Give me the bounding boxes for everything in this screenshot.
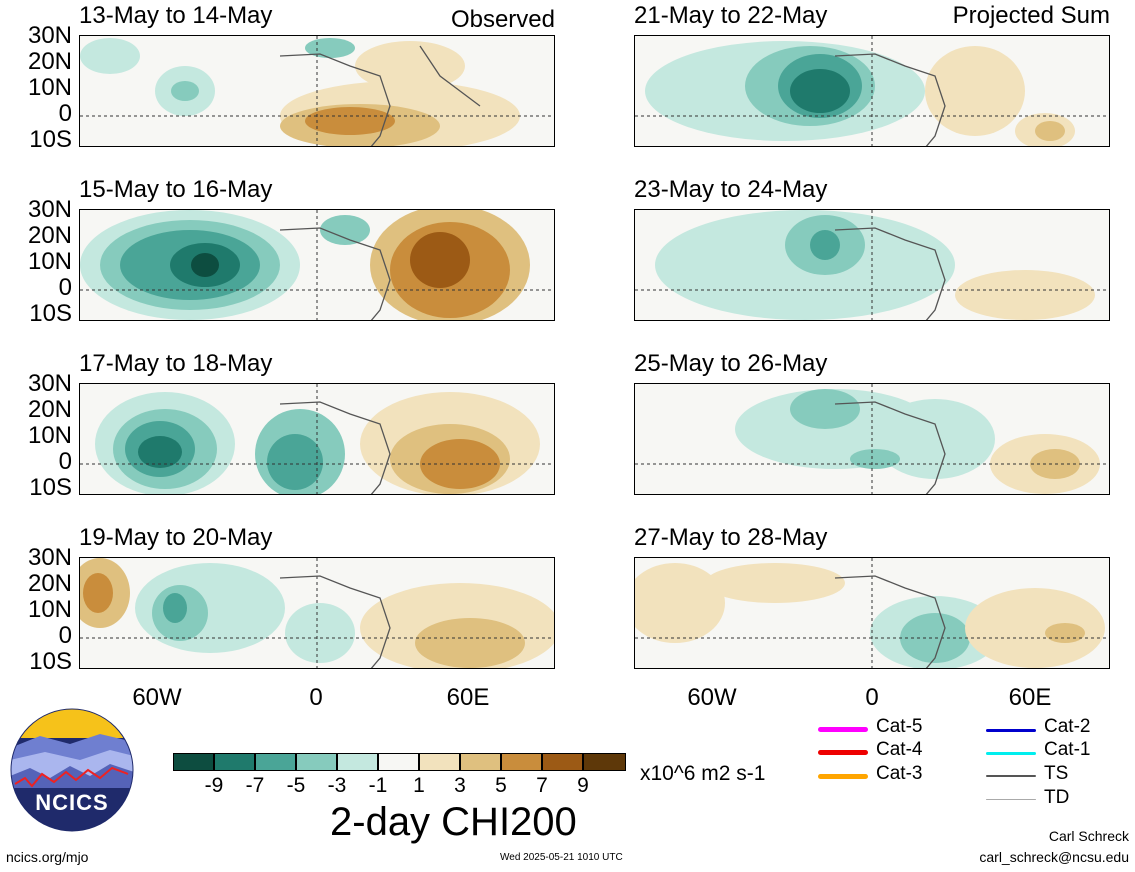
lat-label: 10S <box>29 474 72 501</box>
colorbar-tick: -5 <box>286 774 306 797</box>
colorbar-swatch <box>173 753 214 771</box>
lat-label: 30N <box>27 370 72 397</box>
colorbar-tick: -7 <box>245 774 265 797</box>
lat-label: 0 <box>58 622 72 649</box>
colorbar-units: x10^6 m2 s-1 <box>640 762 766 785</box>
colorbar-swatch <box>460 753 501 771</box>
ts-line <box>986 775 1036 777</box>
map-frame <box>634 383 1110 495</box>
map-frame <box>79 383 555 495</box>
colorbar-swatch <box>214 753 255 771</box>
colorbar-tick: -1 <box>368 774 388 797</box>
colorbar-tick: 9 <box>577 774 589 797</box>
lat-label: 10S <box>29 126 72 153</box>
map-panel-2: 15-May to 16-May <box>79 178 555 321</box>
ncics-logo: NCICS <box>10 708 134 832</box>
colorbar-swatch <box>296 753 337 771</box>
map-frame <box>79 35 555 147</box>
legend-label: Cat-3 <box>876 763 923 784</box>
panel-title: 17-May to 18-May <box>79 350 273 377</box>
panel-title: 27-May to 28-May <box>634 524 828 551</box>
lat-label: 20N <box>27 396 72 423</box>
colorbar-title: 2-day CHI200 <box>330 800 577 844</box>
colorbar-swatch <box>583 753 626 771</box>
colorbar-swatch <box>419 753 460 771</box>
map-panel-3: 17-May to 18-May <box>79 352 555 495</box>
lat-label: 10S <box>29 648 72 675</box>
lon-label: 0 <box>309 684 323 711</box>
map-panel-6: 23-May to 24-May <box>634 178 1110 321</box>
lat-label: 0 <box>58 100 72 127</box>
panel-title: 23-May to 24-May <box>634 176 828 203</box>
lat-label: 0 <box>58 274 72 301</box>
cat3-line <box>818 774 868 779</box>
legend-label: Cat-1 <box>1044 739 1091 760</box>
colorbar-tick: 3 <box>454 774 466 797</box>
cat5-line <box>818 727 868 732</box>
map-panel-7: 25-May to 26-May <box>634 352 1110 495</box>
lat-label: 10N <box>27 596 72 623</box>
lon-label: 60E <box>446 684 490 711</box>
map-frame <box>634 209 1110 321</box>
lat-label: 10N <box>27 74 72 101</box>
map-frame <box>79 557 555 669</box>
td-line <box>986 799 1036 800</box>
colorbar-tick: -3 <box>327 774 347 797</box>
map-frame <box>634 35 1110 147</box>
panel-title: 13-May to 14-May <box>79 2 273 29</box>
lat-label: 10S <box>29 300 72 327</box>
colorbar-tick: -9 <box>204 774 224 797</box>
panel-title: 15-May to 16-May <box>79 176 273 203</box>
lat-label: 10N <box>27 422 72 449</box>
footer-email: carl_schreck@ncsu.edu <box>979 849 1129 865</box>
footer-timestamp: Wed 2025-05-21 1010 UTC <box>500 852 623 863</box>
lat-label: 20N <box>27 570 72 597</box>
colorbar-tick: 1 <box>413 774 425 797</box>
cat4-line <box>818 750 868 755</box>
lon-label: 60W <box>687 684 737 711</box>
colorbar-swatch <box>337 753 378 771</box>
footer-website: ncics.org/mjo <box>6 849 89 865</box>
panel-label: Observed <box>450 6 555 33</box>
lat-label: 30N <box>27 196 72 223</box>
lat-label: 10N <box>27 248 72 275</box>
colorbar-tick: 7 <box>536 774 548 797</box>
lat-label: 30N <box>27 22 72 49</box>
map-panel-1: 13-May to 14-May Observed <box>79 4 555 147</box>
lat-label: 0 <box>58 448 72 475</box>
lat-label: 30N <box>27 544 72 571</box>
footer-author: Carl Schreck <box>1048 828 1129 844</box>
map-panel-8: 27-May to 28-May <box>634 526 1110 669</box>
map-panel-4: 19-May to 20-May <box>79 526 555 669</box>
lat-label: 20N <box>27 222 72 249</box>
colorbar-swatch <box>501 753 542 771</box>
legend-label: Cat-4 <box>876 739 923 760</box>
panel-title: 21-May to 22-May <box>634 2 828 29</box>
colorbar-swatch <box>378 753 419 771</box>
lon-label: 0 <box>865 684 879 711</box>
legend-label: Cat-2 <box>1044 716 1091 737</box>
map-frame <box>634 557 1110 669</box>
lon-label: 60E <box>1008 684 1052 711</box>
panel-label: Projected Sum <box>952 2 1110 29</box>
panel-title: 25-May to 26-May <box>634 350 828 377</box>
colorbar-tick: 5 <box>495 774 507 797</box>
legend-label: TD <box>1044 787 1070 808</box>
panel-title: 19-May to 20-May <box>79 524 273 551</box>
legend-label: Cat-5 <box>876 716 923 737</box>
colorbar-swatch <box>542 753 583 771</box>
cat2-line <box>986 729 1036 732</box>
legend-label: TS <box>1044 763 1069 784</box>
map-panel-5: 21-May to 22-May Projected Sum <box>634 4 1110 147</box>
cat1-line <box>986 752 1036 755</box>
logo-text: NCICS <box>35 790 109 815</box>
colorbar-swatch <box>255 753 296 771</box>
map-frame <box>79 209 555 321</box>
lat-label: 20N <box>27 48 72 75</box>
lon-label: 60W <box>132 684 182 711</box>
